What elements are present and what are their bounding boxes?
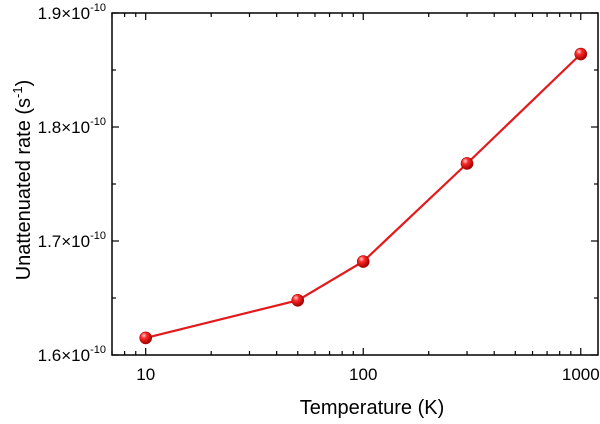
y-tick-label: 1.9×10-10 [38, 2, 106, 23]
x-tick-label: 1000 [562, 365, 600, 384]
x-tick-label: 10 [136, 365, 155, 384]
plot-frame [111, 12, 599, 356]
series-layer [139, 47, 588, 345]
y-tick-mantissa: 1.6×10 [38, 346, 90, 365]
y-axis-label: Unattenuated rate (s-1) [10, 80, 35, 281]
data-point [291, 293, 305, 307]
y-tick-label: 1.8×10-10 [38, 116, 106, 137]
y-axis: 1.6×10-101.7×10-101.8×10-101.9×10-10 [38, 2, 598, 365]
y-tick-exponent: -10 [90, 344, 106, 356]
y-tick-mantissa: 1.9×10 [38, 4, 90, 23]
y-tick-label: 1.6×10-10 [38, 344, 106, 365]
y-tick-exponent: -10 [90, 230, 106, 242]
y-tick-exponent: -10 [90, 116, 106, 128]
y-axis-label-close: ) [13, 80, 35, 87]
data-point [460, 157, 474, 170]
plot-border [111, 12, 599, 356]
series-line [145, 53, 582, 339]
data-point [356, 255, 370, 268]
data-point [574, 47, 588, 61]
x-axis: 10 100 1000 [111, 13, 600, 384]
x-axis-label: Temperature (K) [300, 397, 445, 419]
x-tick-label: 100 [349, 365, 377, 384]
y-tick-exponent: -10 [90, 2, 106, 14]
y-tick-mantissa: 1.8×10 [38, 118, 90, 137]
y-tick-mantissa: 1.7×10 [38, 232, 90, 251]
y-axis-label-text: Unattenuated rate (s [13, 98, 35, 280]
y-axis-label-sup: -1 [10, 86, 25, 98]
data-point [139, 331, 152, 345]
y-tick-label: 1.7×10-10 [38, 230, 106, 251]
